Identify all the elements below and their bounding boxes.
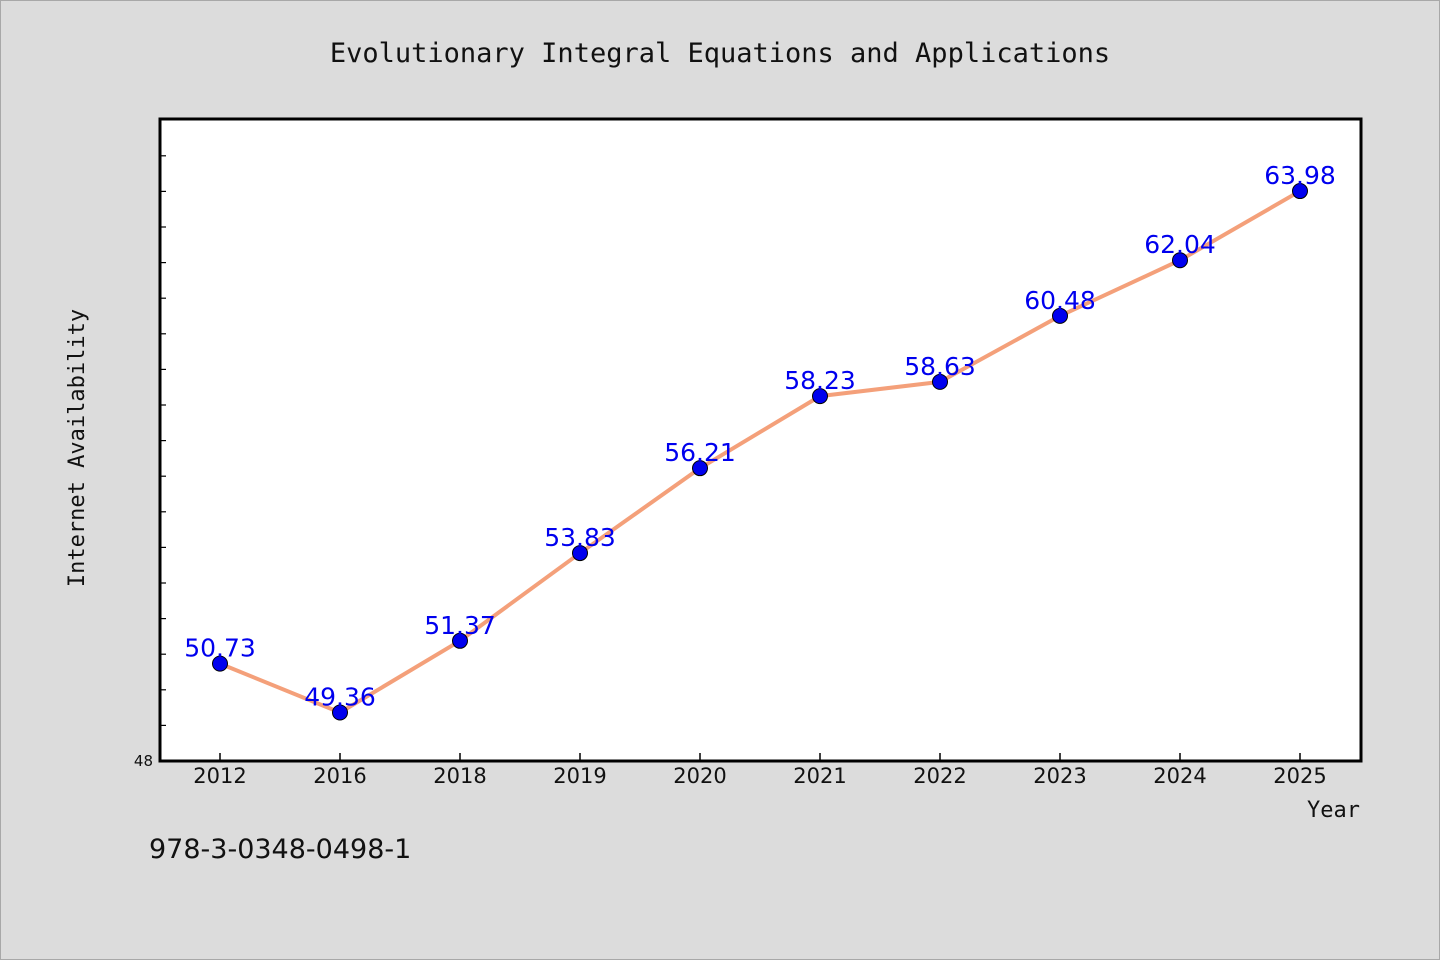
y-axis-min-label: 48	[134, 752, 153, 770]
x-tick-label: 2025	[1273, 764, 1326, 788]
x-tick-label: 2019	[553, 764, 606, 788]
x-tick-label: 2012	[193, 764, 246, 788]
data-point-label: 60.48	[1024, 286, 1096, 315]
data-point-marker	[692, 460, 708, 477]
data-point-marker	[212, 655, 228, 672]
chart-title: Evolutionary Integral Equations and Appl…	[330, 38, 1110, 69]
x-tick-label: 2021	[793, 764, 846, 788]
data-point-label: 58.23	[784, 366, 856, 395]
x-tick-label: 2020	[673, 764, 726, 788]
data-point-marker	[452, 632, 468, 649]
x-tick-label: 2023	[1033, 764, 1086, 788]
x-axis-tick-labels: 2012 2016 2018 2019 2020 2021 2022 2023 2024 2025	[193, 764, 1326, 788]
data-point-marker	[812, 388, 828, 405]
y-axis-label: Internet Availability	[65, 309, 90, 587]
data-point-label: 63.98	[1264, 161, 1336, 190]
series-line	[218, 189, 1302, 715]
data-point-marker	[1052, 307, 1068, 324]
x-tick-label: 2022	[913, 764, 966, 788]
data-point-marker	[1292, 183, 1308, 200]
x-tick-label: 2016	[313, 764, 366, 788]
data-point-label: 58.63	[904, 352, 976, 381]
plot-area	[158, 117, 1363, 763]
data-labels: 50.73 49.36 51.37 53.83 56.21 58.23 58.63 60.48…	[184, 161, 1336, 711]
y-axis-ticks	[160, 155, 166, 727]
data-point-label: 49.36	[304, 682, 376, 711]
data-point-label: 50.73	[184, 634, 256, 663]
data-point-label: 51.37	[424, 611, 496, 640]
data-point-marker	[572, 545, 588, 562]
isbn-code: 978-3-0348-0498-1	[149, 834, 412, 865]
x-tick-label: 2024	[1153, 764, 1206, 788]
x-axis-label: Year	[1307, 798, 1360, 823]
series-markers	[212, 183, 1308, 721]
x-tick-label: 2018	[433, 764, 486, 788]
data-point-marker	[932, 373, 948, 390]
data-point-label: 56.21	[664, 438, 736, 467]
data-point-marker	[332, 704, 348, 721]
data-point-marker	[1172, 252, 1188, 269]
data-point-label: 62.04	[1144, 230, 1216, 259]
x-axis-ticks	[219, 753, 1301, 761]
data-point-label: 53.83	[544, 523, 616, 552]
